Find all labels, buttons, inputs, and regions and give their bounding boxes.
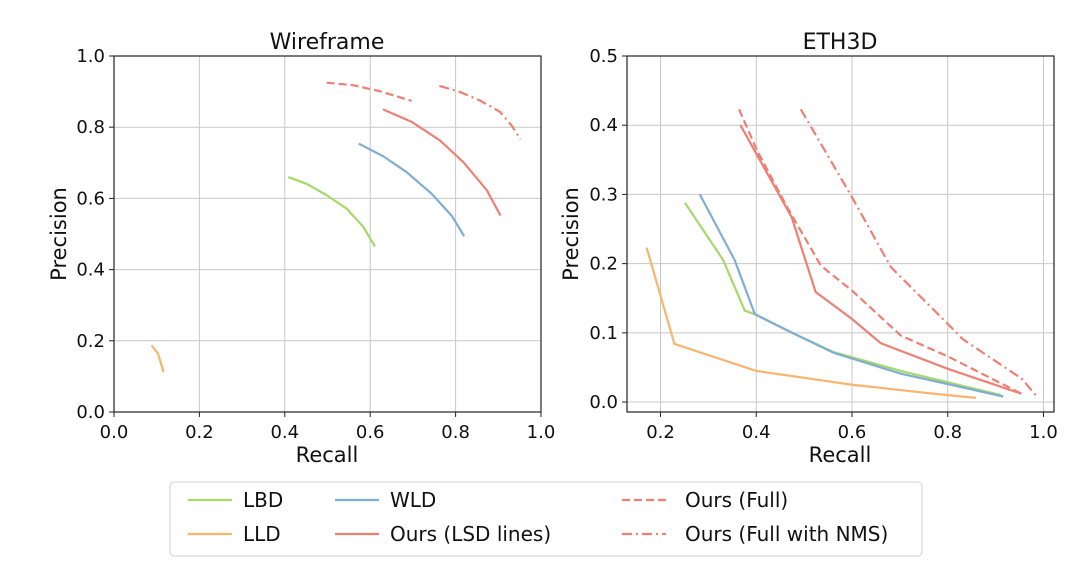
legend-label: LLD (243, 522, 281, 546)
series-line-ours-full-with-nms (439, 84, 522, 140)
wireframe-plot: Wireframe Recall Precision 0.0 0.2 0.4 0.6 0… (47, 30, 555, 467)
legend-label: Ours (Full) (685, 488, 788, 512)
legend-label: Ours (LSD lines) (390, 522, 551, 546)
series-line-wld (698, 193, 1004, 398)
series-line-lbd (287, 176, 376, 248)
legend-label: LBD (243, 488, 283, 512)
x-tick-label: 1.0 (527, 422, 556, 443)
series-line-lld (150, 344, 165, 373)
series-line-wld (358, 142, 466, 237)
x-tick-label: 0.2 (646, 422, 675, 443)
eth3d-ylabel: Precision (559, 187, 583, 281)
x-tick-label: 0.0 (100, 422, 129, 443)
x-tick-label: 0.6 (838, 422, 867, 443)
eth3d-title: ETH3D (803, 30, 878, 55)
y-tick-label: 0.5 (589, 46, 618, 67)
legend-label: Ours (Full with NMS) (685, 522, 888, 546)
y-tick-label: 0.1 (589, 323, 618, 344)
x-tick-label: 0.4 (742, 422, 771, 443)
series-line-ours-full (326, 81, 412, 102)
x-tick-label: 0.8 (933, 422, 962, 443)
y-tick-label: 0.0 (589, 392, 618, 413)
series-line-lbd (684, 202, 1002, 397)
legend-label: WLD (390, 488, 436, 512)
series-line-lld (645, 247, 977, 399)
legend: LBD LLD WLD Ours (LSD lines) Ours (Full) Ours… (169, 481, 923, 557)
series-line-ours-full-with-nms (799, 108, 1037, 396)
y-tick-label: 1.0 (76, 46, 105, 67)
y-tick-label: 0.6 (76, 188, 105, 209)
wireframe-xlabel: Recall (296, 443, 359, 467)
y-tick-label: 0.4 (76, 260, 105, 281)
y-tick-label: 0.2 (76, 331, 105, 352)
y-tick-label: 0.4 (589, 115, 618, 136)
wireframe-title: Wireframe (270, 30, 385, 55)
x-tick-label: 0.4 (270, 422, 299, 443)
eth3d-xlabel: Recall (809, 443, 872, 467)
axes-frame (113, 55, 542, 413)
y-tick-label: 0.2 (589, 254, 618, 275)
series-line-ours-lsd-lines (739, 124, 1022, 395)
series-line-ours-full (738, 108, 1022, 395)
y-tick-label: 0.8 (76, 117, 105, 138)
axes-frame (626, 55, 1055, 413)
eth3d-plot: ETH3D Recall Precision 0.2 0.4 0.6 0.8 1.0 0.… (559, 30, 1058, 467)
x-tick-label: 0.8 (441, 422, 470, 443)
x-tick-label: 0.6 (356, 422, 385, 443)
series-line-ours-lsd-lines (382, 108, 502, 217)
x-tick-label: 0.2 (185, 422, 214, 443)
y-tick-label: 0.0 (76, 402, 105, 423)
y-tick-label: 0.3 (589, 184, 618, 205)
wireframe-ylabel: Precision (47, 187, 71, 281)
x-tick-label: 1.0 (1029, 422, 1058, 443)
